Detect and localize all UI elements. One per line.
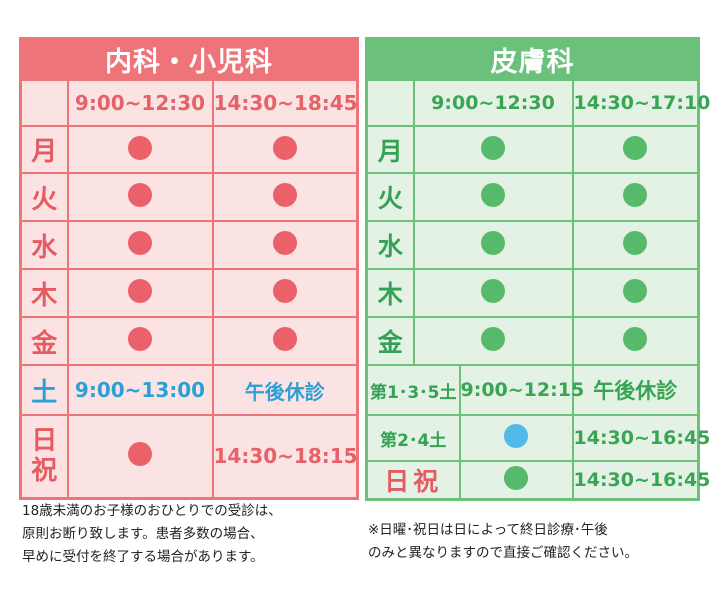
- dermatology-afternoon-header: 14:30~17:10: [571, 79, 710, 127]
- open-dot-icon: [128, 327, 152, 351]
- open-dot-icon: [272, 183, 297, 207]
- internal-day-tue: 火: [19, 172, 69, 222]
- internal-holiday-sun: 日: [31, 426, 58, 457]
- internal-day-holiday: 日 祝: [19, 414, 69, 499]
- dermatology-day-mon: 月: [365, 125, 415, 174]
- open-dot-icon: [272, 135, 297, 160]
- open-dot-icon: [623, 327, 648, 351]
- open-dot-icon: [504, 466, 528, 490]
- open-dot-icon: [481, 279, 505, 303]
- dermatology-note: ※日曜･祝日は日によって終日診療･午後 のみと異なりますので直接ご確認ください。: [368, 522, 638, 561]
- open-dot-icon: [481, 231, 505, 255]
- internal-sat-morning: 9:00~13:00: [66, 364, 214, 416]
- internal-corner-cell: [19, 79, 69, 127]
- internal-day-thu: 木: [19, 268, 69, 318]
- dermatology-day-tue: 火: [365, 172, 415, 222]
- open-dot-icon: [128, 279, 152, 303]
- internal-sat-afternoon: 午後休診: [211, 364, 359, 416]
- dermatology-sat24-afternoon: 14:30~16:45: [571, 414, 710, 462]
- internal-morning-header: 9:00~12:30: [66, 79, 214, 127]
- internal-schedule-table: 内科・小児科 9:00~12:30 14:30~18:45 月 火 水 木 金 …: [19, 37, 359, 500]
- dermatology-day-thu: 木: [365, 268, 415, 318]
- internal-day-fri: 金: [19, 316, 69, 366]
- internal-note: 18歳未満のお子様のおひとりでの受診は、 原則お断り致します。患者多数の場合、 …: [22, 503, 282, 565]
- dermatology-sat135-afternoon: 午後休診: [571, 364, 700, 416]
- open-dot-icon: [128, 442, 152, 467]
- internal-day-sat: 土: [19, 364, 69, 416]
- open-dot-icon: [272, 231, 297, 255]
- open-dot-icon: [128, 183, 152, 207]
- open-dot-icon: [481, 135, 505, 160]
- open-dot-icon: [128, 231, 152, 255]
- dermatology-schedule-table: 皮膚科 9:00~12:30 14:30~17:10 月 火 水 木 金 第1･…: [365, 37, 710, 501]
- dermatology-title: 皮膚科: [365, 37, 700, 81]
- open-dot-icon: [623, 135, 648, 160]
- dermatology-holiday-afternoon: 14:30~16:45: [571, 460, 710, 501]
- open-dot-icon: [128, 135, 152, 160]
- dermatology-morning-header: 9:00~12:30: [412, 79, 574, 127]
- dermatology-day-wed: 水: [365, 220, 415, 270]
- open-dot-icon: [623, 279, 648, 303]
- dermatology-day-sat24: 第2･4土: [365, 414, 461, 462]
- dermatology-day-holiday: 日祝: [365, 460, 461, 501]
- open-dot-icon: [481, 327, 505, 351]
- dermatology-day-fri: 金: [365, 316, 415, 366]
- open-dot-icon: [623, 231, 648, 255]
- internal-holiday-hol: 祝: [31, 456, 58, 487]
- open-dot-icon: [504, 424, 528, 448]
- internal-day-mon: 月: [19, 125, 69, 174]
- dermatology-day-sat135: 第1･3･5土: [365, 364, 461, 416]
- dermatology-corner-cell: [365, 79, 415, 127]
- open-dot-icon: [481, 183, 505, 207]
- dermatology-sat135-morning: 9:00~12:15: [458, 364, 584, 416]
- open-dot-icon: [623, 183, 648, 207]
- internal-holiday-afternoon: 14:30~18:15: [211, 414, 359, 499]
- internal-afternoon-header: 14:30~18:45: [211, 79, 359, 127]
- internal-day-wed: 水: [19, 220, 69, 270]
- open-dot-icon: [272, 279, 297, 303]
- open-dot-icon: [272, 327, 297, 351]
- internal-title: 内科・小児科: [19, 37, 359, 81]
